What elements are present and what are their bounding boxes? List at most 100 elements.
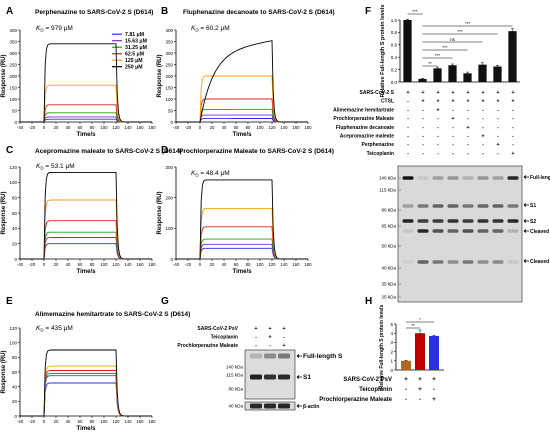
conditions-table-g: SARS-CoV-2 PsV + + + Teicoplanin - + - Prochlorp…	[177, 326, 285, 349]
legend-label: 125 μM	[125, 58, 143, 64]
x-tick-label: 140	[280, 262, 288, 267]
x-tick-label: 80	[246, 262, 251, 267]
panel-letter-f: F	[365, 6, 371, 17]
legend-label: 62.5 μM	[125, 52, 144, 58]
condition-mark: +	[481, 99, 484, 105]
mw-marker-label: 80 kDa	[228, 387, 243, 392]
y-tick-label: 40	[12, 384, 18, 389]
blot-band	[507, 176, 519, 180]
blot-band	[402, 229, 414, 233]
y-tick-label: 50	[168, 108, 174, 113]
series-line	[20, 370, 152, 417]
y-tick-label: 100	[165, 226, 173, 231]
y-tick-label: 0.0	[391, 80, 398, 85]
series-line	[176, 238, 308, 260]
sig-label: ***	[457, 29, 463, 34]
blot-band	[402, 176, 414, 180]
blot-band	[417, 176, 429, 180]
mw-marker-label: 25 kDa	[381, 295, 396, 300]
x-tick-label: 40	[222, 125, 227, 130]
condition-mark: +	[451, 99, 454, 105]
condition-mark: +	[282, 343, 285, 349]
condition-mark: +	[421, 90, 424, 96]
condition-mark: -	[497, 107, 499, 113]
blot-band	[477, 260, 489, 264]
band-label: S1	[530, 203, 536, 209]
y-tick-label: 60	[12, 211, 18, 216]
series-line	[20, 237, 152, 260]
x-tick-label: 120	[268, 125, 276, 130]
band-label: Full-length S	[530, 175, 550, 181]
condition-label: Teicoplanin	[359, 387, 392, 393]
x-tick-label: 120	[112, 125, 120, 130]
mw-marker-label: 140 kDa	[379, 176, 397, 181]
x-tick-label: 0	[199, 262, 202, 267]
bar	[493, 66, 502, 82]
panel-letter-g: G	[161, 296, 169, 307]
x-tick-label: 140	[124, 262, 132, 267]
x-tick-label: -40	[17, 125, 24, 130]
x-tick-label: -20	[185, 262, 192, 267]
series-line	[176, 118, 308, 123]
y-tick-label: 0	[170, 257, 173, 262]
x-tick-label: 180	[148, 262, 156, 267]
y-axis-label: Response (RU)	[1, 350, 7, 393]
band-arrow	[296, 354, 302, 358]
condition-mark: +	[404, 376, 408, 383]
condition-mark: +	[418, 386, 422, 393]
blot-band	[462, 219, 474, 223]
x-tick-label: 120	[112, 419, 120, 424]
kd-label-a: KD = 979 μM	[36, 25, 73, 33]
x-tick-label: -40	[173, 125, 180, 130]
x-tick-label: 20	[54, 419, 59, 424]
condition-mark: -	[437, 151, 439, 157]
x-axis-label: Time/s	[233, 132, 253, 138]
condition-mark: +	[481, 134, 484, 140]
condition-mark: +	[432, 396, 436, 403]
bar	[429, 335, 439, 370]
x-tick-label: 40	[66, 419, 71, 424]
series-line	[20, 220, 152, 260]
blot-band	[447, 219, 459, 223]
condition-label: Prochlorperazine Maleate	[319, 397, 392, 403]
x-tick-label: 80	[90, 419, 95, 424]
condition-mark: +	[496, 99, 499, 105]
condition-mark: +	[436, 99, 439, 105]
condition-mark: +	[451, 90, 454, 96]
x-tick-label: 0	[43, 262, 46, 267]
y-axis-label: Response (RU)	[157, 191, 163, 234]
sig-label: *	[419, 317, 421, 322]
blot-band	[432, 204, 444, 208]
series-line	[20, 112, 152, 123]
mw-marker-label: 140 kDa	[226, 365, 244, 370]
bar	[478, 64, 487, 82]
series-line	[176, 226, 308, 260]
x-tick-label: 40	[66, 262, 71, 267]
bar	[418, 78, 427, 82]
x-tick-label: 140	[280, 125, 288, 130]
x-tick-label: 100	[100, 262, 108, 267]
condition-mark: -	[433, 386, 435, 393]
spr-chart-c: 0 20 40 60 80 100 120 -40 -20 0 20 40 60 80 100 120 140 1…	[1, 165, 156, 275]
condition-mark: +	[496, 90, 499, 96]
condition-mark: -	[497, 116, 499, 122]
mw-marker-label: 115 kDa	[226, 373, 243, 378]
legend-label: 31.25 μM	[125, 45, 147, 51]
blot-band	[477, 204, 489, 208]
condition-mark: -	[269, 343, 271, 349]
condition-mark: -	[422, 125, 424, 131]
condition-mark: +	[511, 99, 514, 105]
y-tick-label: 100	[9, 97, 17, 102]
condition-mark: -	[255, 335, 257, 341]
blot-band	[417, 229, 429, 233]
y-tick-label: 100	[9, 340, 17, 345]
spr-chart-d: 0 100 200 300 -40 -20 0 20 40 60 80 100 120 140 160 180…	[157, 165, 312, 275]
panel-title-c: Acepromazine maleate to SARS-CoV-2 S (D6…	[35, 148, 182, 155]
blot-band	[278, 403, 290, 409]
condition-mark: +	[496, 142, 499, 148]
blot-band	[492, 176, 504, 180]
blot-band	[417, 260, 429, 264]
y-tick-label: 400	[9, 28, 17, 33]
condition-mark: -	[407, 107, 409, 113]
y-tick-label: 20	[12, 399, 18, 404]
